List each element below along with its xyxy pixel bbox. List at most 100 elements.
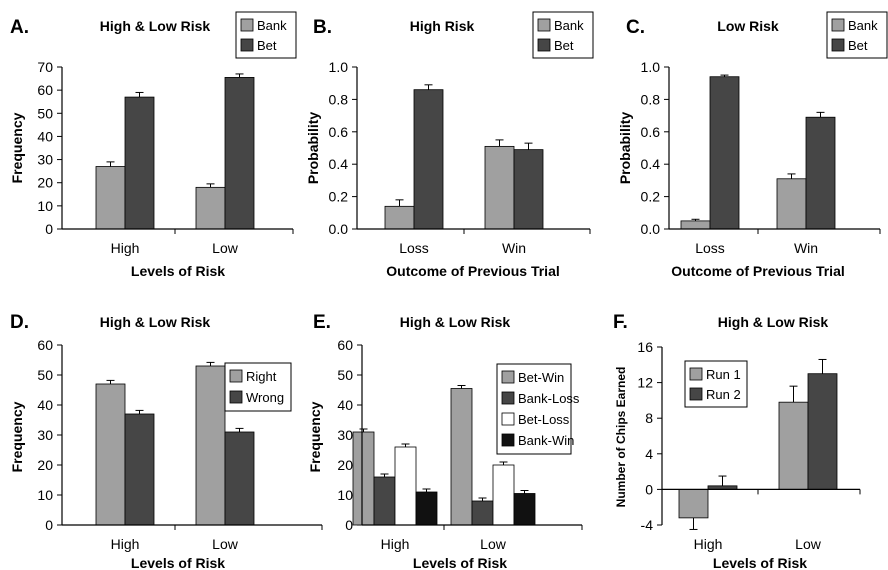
legend-label: Bank-Loss [518,391,580,406]
y-tick-label: 1.0 [329,59,349,75]
y-tick-label: 0.2 [641,189,661,205]
y-tick-label: 0.0 [641,221,661,237]
y-tick-label: 20 [337,457,353,473]
x-tick-label: High [694,536,723,552]
legend-swatch [501,412,515,426]
legend-swatch [240,18,254,32]
legend-swatch [537,38,551,52]
y-tick-label: 70 [37,59,53,75]
chart-title: High & Low Risk [718,314,829,330]
legend-label: Bet-Win [518,370,564,385]
legend-label: Right [246,369,277,384]
y-axis-label: Probability [617,112,633,185]
bar-bet-loss-high [394,446,417,526]
x-tick-label: High [111,536,140,552]
legend-swatch [501,370,515,384]
y-axis-label: Frequency [9,112,25,183]
legend-label: Bet [848,38,868,53]
bar-bet-loss [709,76,740,230]
chart-panel-c: C. Low Risk 0.0 0.2 0.4 0.6 0.8 1.0 Loss Win Outco… [617,11,888,279]
bar-bet-high [124,96,155,230]
legend-swatch [229,369,243,383]
y-tick-label: 40 [37,128,53,144]
x-tick-label: Low [480,536,507,552]
chart-panel-b: B. High Risk 0.0 0.2 0.4 0.6 0.8 1.0 Loss Win Outc… [305,11,594,279]
bar-wrong-low [224,431,255,526]
x-tick-label: Low [212,240,239,256]
legend-swatch [689,387,703,401]
legend-label: Bet-Loss [518,412,570,427]
panel-letter: C. [626,17,645,38]
y-tick-label: 10 [337,487,353,503]
bar-bet-win-low [450,388,473,526]
bar-bet-loss [413,89,444,230]
x-tick-label: Low [795,536,822,552]
chart-panel-d: D. High & Low Risk 0 10 20 30 40 50 60 High Low Lev… [9,312,323,570]
legend-label: Bet [257,38,277,53]
chart-panel-f: F. High & Low Risk -4 0 4 8 12 16 High Low Levels … [613,312,861,570]
legend-label: Wrong [246,390,284,405]
y-tick-label: 0 [45,221,53,237]
bar-right-low [195,365,226,526]
y-tick-label: 0.8 [329,91,349,107]
panel-letter: D. [10,312,29,333]
bar-bet-win [805,116,836,230]
bar-bank-loss-low [471,500,494,526]
bar-bank-win-high [415,491,438,526]
y-tick-label: 50 [37,367,53,383]
legend: Bank Bet [235,11,297,59]
y-tick-label: 30 [337,427,353,443]
y-tick-label: -4 [641,517,654,533]
legend: Bank Bet [826,11,888,59]
chart-panel-a: A. High & Low Risk 0 10 20 30 40 50 60 70 High Low L… [9,11,297,279]
bar-bet-win [513,149,544,230]
x-axis-label: Levels of Risk [713,555,807,570]
legend-swatch [537,18,551,32]
chart-title: High & Low Risk [400,314,511,330]
x-axis-label: Levels of Risk [131,263,225,279]
y-tick-label: 50 [337,367,353,383]
chart-title: High Risk [410,18,475,34]
y-tick-label: 40 [337,397,353,413]
legend-label: Run 1 [706,367,741,382]
y-tick-label: 30 [37,427,53,443]
x-axis-label: Levels of Risk [131,555,225,570]
x-tick-label: Loss [695,240,725,256]
x-tick-label: Loss [399,240,429,256]
y-tick-label: 20 [37,457,53,473]
chart-title: High & Low Risk [100,314,211,330]
bar-bank-high [95,166,126,230]
legend-swatch [501,391,515,405]
legend-swatch [501,433,515,447]
chart-title: High & Low Risk [100,18,211,34]
legend: Run 1 Run 2 [684,360,748,408]
bar-run-1-high [678,488,709,519]
bar-bank-win [776,178,807,230]
bar-bank-win-low [513,493,536,526]
y-tick-label: 0 [45,517,53,533]
bar-bank-loss [384,205,415,230]
bar-wrong-high [124,413,155,526]
y-tick-label: 50 [37,105,53,121]
legend-swatch [240,38,254,52]
y-tick-label: 10 [37,487,53,503]
x-tick-label: High [381,536,410,552]
bar-bank-low [195,186,226,230]
x-tick-label: Low [212,536,239,552]
y-tick-label: 0.6 [641,124,661,140]
y-tick-label: 1.0 [641,59,661,75]
y-tick-label: 0.8 [641,91,661,107]
x-axis-label: Levels of Risk [413,555,507,570]
y-axis-label: Number of Chips Earned [614,367,628,508]
y-tick-label: 60 [37,82,53,98]
y-tick-label: 0.4 [329,156,349,172]
chart-panel-e: E. High & Low Risk 0 10 20 30 40 50 60 High Low Lev… [307,312,583,570]
x-tick-label: Win [794,240,818,256]
legend-label: Run 2 [706,387,741,402]
chart-title: Low Risk [717,18,779,34]
y-axis-label: Frequency [9,401,25,472]
legend-label: Bank [257,18,287,33]
legend-swatch [831,18,845,32]
legend-swatch [689,367,703,381]
